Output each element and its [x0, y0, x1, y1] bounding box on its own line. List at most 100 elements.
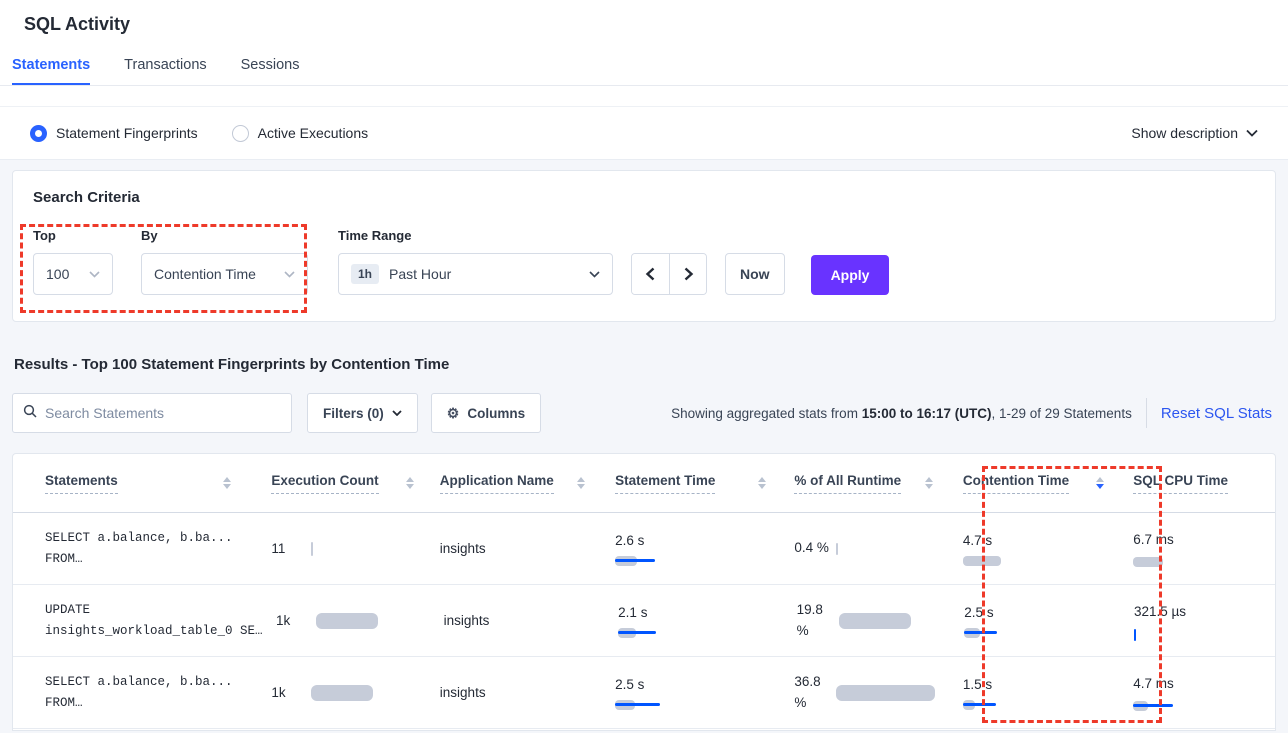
table-row: UPDATE insights_workload_table_0 SE… 1k …: [13, 585, 1275, 657]
radio-label: Statement Fingerprints: [56, 125, 198, 141]
search-statements-box: [12, 393, 292, 433]
tab-sessions[interactable]: Sessions: [240, 57, 300, 73]
column-header-pct-of-all-runtime[interactable]: % of All Runtime: [780, 473, 947, 494]
search-statements-input[interactable]: [45, 405, 281, 421]
statement-line-1: SELECT a.balance, b.ba...: [45, 530, 233, 545]
tab-statements[interactable]: Statements: [12, 57, 91, 85]
apply-button[interactable]: Apply: [810, 255, 890, 295]
column-header-sql-cpu-time[interactable]: SQL CPU Time: [1118, 473, 1275, 494]
page-header: SQL Activity Statements Transactions Ses…: [0, 0, 1288, 86]
statement-line-1: SELECT a.balance, b.ba...: [45, 674, 233, 689]
bar-blue-mean: [615, 559, 656, 562]
filters-button[interactable]: Filters (0): [307, 393, 418, 433]
statement-time-value: 2.5 s: [615, 676, 645, 692]
bar-gray: [836, 684, 936, 701]
execution-count-value: 11: [271, 541, 286, 556]
showing-suffix: , 1-29 of 29 Statements: [991, 405, 1132, 421]
sort-icon[interactable]: [758, 477, 767, 489]
previous-time-range-button[interactable]: [632, 254, 669, 294]
bar-gray: [838, 612, 911, 629]
statement-time-value: 2.6 s: [615, 532, 645, 548]
columns-button[interactable]: ⚙ Columns: [430, 393, 542, 433]
radio-label: Active Executions: [257, 125, 369, 141]
radio-active-executions[interactable]: Active Executions: [231, 124, 369, 142]
toolbar-divider: [1145, 398, 1147, 428]
table-row: SELECT a.balance, b.ba... FROM… 11 insig…: [13, 513, 1275, 585]
sort-icon-descending-active[interactable]: [1096, 477, 1105, 489]
execution-count-cell: 11: [261, 541, 427, 557]
statement-time-bar: [615, 699, 735, 710]
results-toolbar: Filters (0) ⚙ Columns Showing aggregated…: [12, 393, 1276, 433]
sort-icon[interactable]: [924, 477, 933, 489]
pct-runtime-cell: 19.8 %: [783, 600, 949, 641]
by-select-value: Contention Time: [154, 266, 256, 282]
contention-time-cell: 4.7 s: [947, 532, 1118, 566]
statement-cell[interactable]: UPDATE insights_workload_table_0 SE…: [13, 600, 266, 641]
pct-runtime-value: 19.8 %: [796, 602, 823, 638]
next-time-range-button[interactable]: [669, 254, 706, 294]
chevron-down-icon: [1246, 129, 1258, 137]
gear-icon: ⚙: [446, 404, 460, 421]
column-header-contention-time[interactable]: Contention Time: [947, 473, 1118, 494]
by-field: By Contention Time: [131, 228, 308, 295]
show-description-label: Show description: [1131, 125, 1238, 141]
statement-line-2: FROM…: [45, 551, 83, 566]
top-label: Top: [33, 228, 56, 243]
chevron-down-icon: [589, 270, 600, 278]
application-name-cell: insights: [432, 612, 603, 630]
statement-time-cell: 2.5 s: [599, 676, 780, 710]
pct-runtime-bar: [836, 541, 947, 557]
by-label: By: [141, 228, 158, 243]
contention-time-cell: 1.5 s: [947, 676, 1118, 710]
sort-icon[interactable]: [405, 477, 414, 489]
statement-cell[interactable]: SELECT a.balance, b.ba... FROM…: [13, 672, 261, 713]
show-description-toggle[interactable]: Show description: [1131, 125, 1258, 141]
application-name-cell: insights: [428, 684, 599, 702]
contention-time-value: 1.5 s: [962, 676, 993, 692]
execution-count-cell: 1k: [261, 684, 427, 701]
bar-blue-mean: [1133, 704, 1174, 708]
column-header-execution-count[interactable]: Execution Count: [261, 473, 427, 494]
top-select[interactable]: 100: [33, 253, 113, 295]
statement-time-bar: [618, 627, 738, 638]
reset-sql-stats-link[interactable]: Reset SQL Stats: [1160, 404, 1272, 422]
bar-gray: [311, 684, 374, 701]
contention-time-value: 4.7 s: [962, 532, 993, 548]
execution-count-bar: [311, 541, 427, 557]
sql-cpu-time-bar: [1133, 628, 1254, 641]
radio-statement-fingerprints[interactable]: Statement Fingerprints: [30, 124, 198, 142]
column-header-statements[interactable]: Statements: [13, 473, 261, 494]
filters-label: Filters (0): [323, 405, 384, 421]
column-header-statement-time[interactable]: Statement Time: [599, 473, 780, 494]
statement-cell[interactable]: SELECT a.balance, b.ba... FROM…: [13, 528, 261, 569]
statement-time-bar: [615, 555, 735, 566]
bar-gray: [311, 541, 314, 556]
radio-selected-icon: [30, 124, 47, 142]
contention-time-value: 2.5 s: [964, 604, 994, 620]
chevron-down-icon: [89, 270, 100, 278]
column-header-application-name[interactable]: Application Name: [428, 473, 599, 494]
sort-icon[interactable]: [223, 477, 232, 489]
bar-blue-mean: [1133, 628, 1136, 641]
showing-range: 15:00 to 16:17 (UTC): [861, 405, 992, 421]
showing-prefix: Showing aggregated stats from: [671, 405, 862, 421]
sql-cpu-time-cell: 321.5 µs: [1119, 602, 1275, 641]
pct-runtime-bar: [836, 684, 947, 701]
sort-icon[interactable]: [577, 477, 586, 489]
bar-gray: [1133, 556, 1164, 567]
sql-cpu-time-value: 321.5 µs: [1133, 604, 1187, 620]
time-range-select[interactable]: 1h Past Hour: [338, 253, 613, 295]
search-criteria-heading: Search Criteria: [33, 189, 140, 206]
tab-transactions[interactable]: Transactions: [124, 57, 207, 73]
now-button[interactable]: Now: [725, 253, 785, 295]
statement-time-cell: 2.1 s: [602, 604, 782, 638]
statement-line-2: insights_workload_table_0 SE…: [45, 623, 263, 638]
time-range-value: Past Hour: [389, 266, 452, 282]
statement-line-1: UPDATE: [45, 602, 91, 617]
time-range-field: Time Range 1h Past Hour: [338, 228, 613, 295]
execution-count-bar: [316, 612, 432, 629]
top-select-value: 100: [46, 266, 70, 282]
by-select[interactable]: Contention Time: [141, 253, 308, 295]
application-name-value: insights: [439, 684, 486, 700]
table-header-row: Statements Execution Count Application N…: [13, 454, 1275, 513]
